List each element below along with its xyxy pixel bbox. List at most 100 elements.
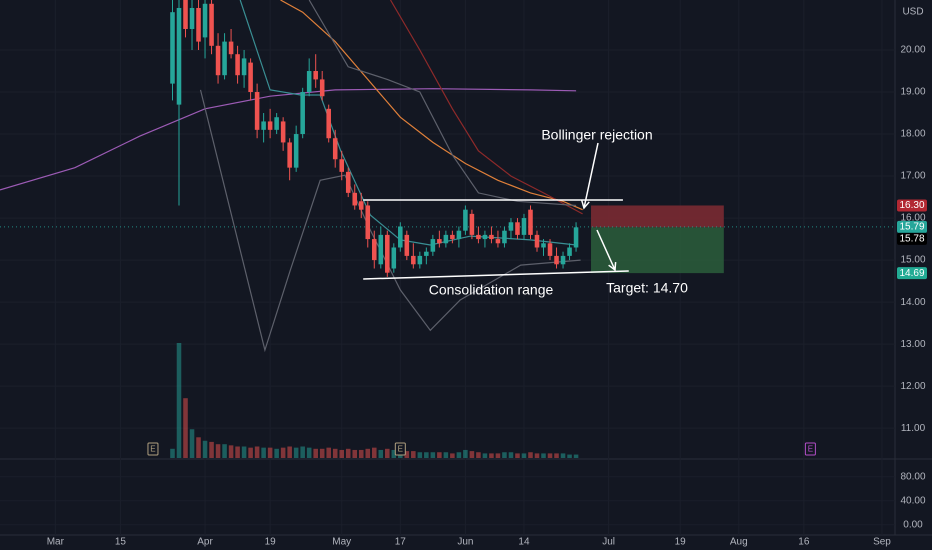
indicator-line bbox=[389, 0, 583, 215]
candle-body bbox=[345, 171, 351, 193]
volume-bar bbox=[541, 453, 546, 458]
volume-bar bbox=[241, 446, 247, 458]
x-tick-label: 15 bbox=[115, 537, 127, 548]
volume-bar bbox=[463, 449, 468, 458]
volume-bar bbox=[332, 448, 338, 458]
candle-body bbox=[411, 255, 416, 265]
volume-bar bbox=[209, 441, 214, 458]
candle-body bbox=[274, 117, 279, 130]
y-tick-label: 15.00 bbox=[900, 255, 925, 266]
candle-body bbox=[235, 54, 240, 76]
candle-body bbox=[404, 234, 410, 256]
event-marker bbox=[804, 442, 816, 456]
indicator-line bbox=[280, 0, 583, 211]
candle-body bbox=[306, 71, 312, 93]
volume-bar bbox=[437, 452, 442, 458]
volume-bar bbox=[189, 429, 195, 458]
arrow-head bbox=[581, 200, 590, 210]
volume-bar bbox=[306, 447, 312, 458]
volume-bar bbox=[404, 451, 410, 458]
y-tick-label: 0.00 bbox=[903, 519, 923, 530]
y-tick-label: 19.00 bbox=[900, 87, 925, 98]
candle-body bbox=[398, 226, 403, 248]
volume-bar bbox=[235, 446, 240, 458]
volume-bar bbox=[424, 452, 429, 458]
candle-body bbox=[385, 234, 390, 273]
arrow bbox=[583, 142, 599, 209]
volume-bar bbox=[450, 453, 455, 458]
y-tick-label: 11.00 bbox=[901, 423, 926, 434]
volume-bar bbox=[345, 448, 351, 458]
x-tick-label: Jun bbox=[457, 537, 473, 548]
x-tick-label: 19 bbox=[265, 537, 277, 548]
candle-body bbox=[378, 234, 384, 265]
volume-bar bbox=[228, 445, 234, 458]
candle-body bbox=[521, 218, 527, 235]
volume-bar bbox=[319, 448, 325, 458]
volume-bar bbox=[508, 452, 514, 458]
candle-body bbox=[339, 159, 345, 172]
volume-bar bbox=[560, 453, 566, 458]
volume-bar bbox=[280, 447, 286, 458]
x-tick-label: 14 bbox=[518, 537, 530, 548]
candle-body bbox=[463, 209, 468, 231]
candle-body bbox=[489, 234, 494, 240]
volume-bar bbox=[391, 449, 397, 458]
y-tick-label: 40.00 bbox=[900, 495, 925, 506]
event-label: E bbox=[808, 445, 813, 454]
candle-body bbox=[215, 45, 221, 76]
y-tick-label: 12.00 bbox=[900, 381, 925, 392]
candle-body bbox=[391, 247, 397, 269]
x-tick-label: 19 bbox=[675, 537, 687, 548]
volume-bar bbox=[489, 453, 494, 458]
volume-bar bbox=[573, 454, 579, 458]
candle-body bbox=[209, 3, 214, 46]
price-badge-label: 14.69 bbox=[899, 268, 924, 279]
volume-bar bbox=[358, 449, 364, 458]
candle-body bbox=[456, 230, 462, 240]
volume-bar bbox=[547, 453, 553, 458]
volume-bar bbox=[352, 449, 358, 458]
candle-body bbox=[430, 239, 436, 252]
x-tick-label: Sep bbox=[873, 537, 891, 548]
x-tick-label: 16 bbox=[798, 537, 810, 548]
candle-body bbox=[515, 222, 520, 235]
candle-body bbox=[560, 255, 566, 265]
volume-bar bbox=[248, 447, 253, 458]
candle-body bbox=[502, 230, 507, 244]
price-badge bbox=[897, 232, 927, 245]
volume-bar bbox=[170, 448, 175, 458]
y-tick-label: 18.00 bbox=[900, 129, 925, 140]
volume-bar bbox=[267, 447, 273, 458]
candle-body bbox=[222, 41, 227, 76]
volume-bar bbox=[417, 452, 423, 458]
candle-body bbox=[547, 243, 553, 256]
y-tick-label: 17.00 bbox=[900, 171, 925, 182]
volume-bar bbox=[326, 447, 331, 458]
volume-bar bbox=[293, 447, 299, 458]
candle-body bbox=[495, 239, 501, 244]
volume-bar bbox=[502, 452, 507, 458]
arrow-head bbox=[608, 261, 617, 272]
event-label: E bbox=[398, 445, 403, 454]
indicator-line bbox=[0, 88, 577, 191]
volume-bar bbox=[183, 398, 188, 458]
price-badge-label: 15.78 bbox=[899, 234, 924, 245]
volume-bar bbox=[567, 454, 572, 458]
volume-bar bbox=[411, 451, 416, 458]
price-badge bbox=[897, 220, 927, 233]
candle-body bbox=[241, 58, 247, 76]
volume-bar bbox=[430, 452, 436, 458]
volume-bar bbox=[495, 453, 501, 458]
candle-body bbox=[534, 234, 540, 248]
y-tick-label: 20.00 bbox=[900, 45, 925, 56]
candle-body bbox=[267, 121, 273, 130]
price-badge-label: 16.30 bbox=[899, 200, 924, 211]
volume-bar bbox=[300, 446, 305, 458]
candle-body bbox=[352, 192, 358, 206]
candle-body bbox=[280, 121, 286, 143]
currency-label: USD bbox=[902, 7, 923, 18]
volume-bar bbox=[313, 448, 318, 458]
candle-body bbox=[300, 92, 305, 135]
candle-body bbox=[541, 243, 546, 248]
